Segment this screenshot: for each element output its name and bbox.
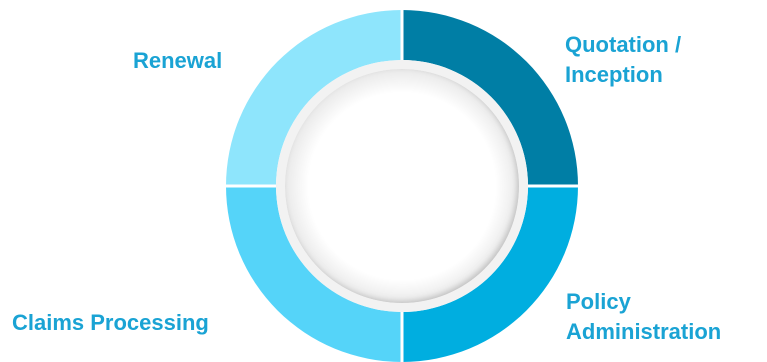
label-quotation-line-1: Quotation /	[565, 32, 682, 57]
label-renewal: Renewal	[133, 46, 222, 76]
label-claims-processing: Claims Processing	[12, 308, 209, 338]
label-policy-line-1: Policy	[566, 289, 631, 314]
label-policy-line-2: Administration	[566, 319, 722, 344]
segment-claims-processing	[226, 186, 402, 362]
label-quotation-inception: Quotation / Inception	[565, 30, 681, 90]
label-renewal-line-1: Renewal	[133, 48, 223, 73]
label-quotation-line-2: Inception	[565, 62, 663, 87]
label-policy-administration: Policy Administration	[566, 287, 721, 347]
label-claims-line-1: Claims Processing	[12, 310, 209, 335]
segment-renewal	[226, 10, 402, 186]
segment-policy-administration	[402, 186, 578, 362]
inner-disc	[285, 69, 519, 303]
segment-quotation-inception	[402, 10, 578, 186]
